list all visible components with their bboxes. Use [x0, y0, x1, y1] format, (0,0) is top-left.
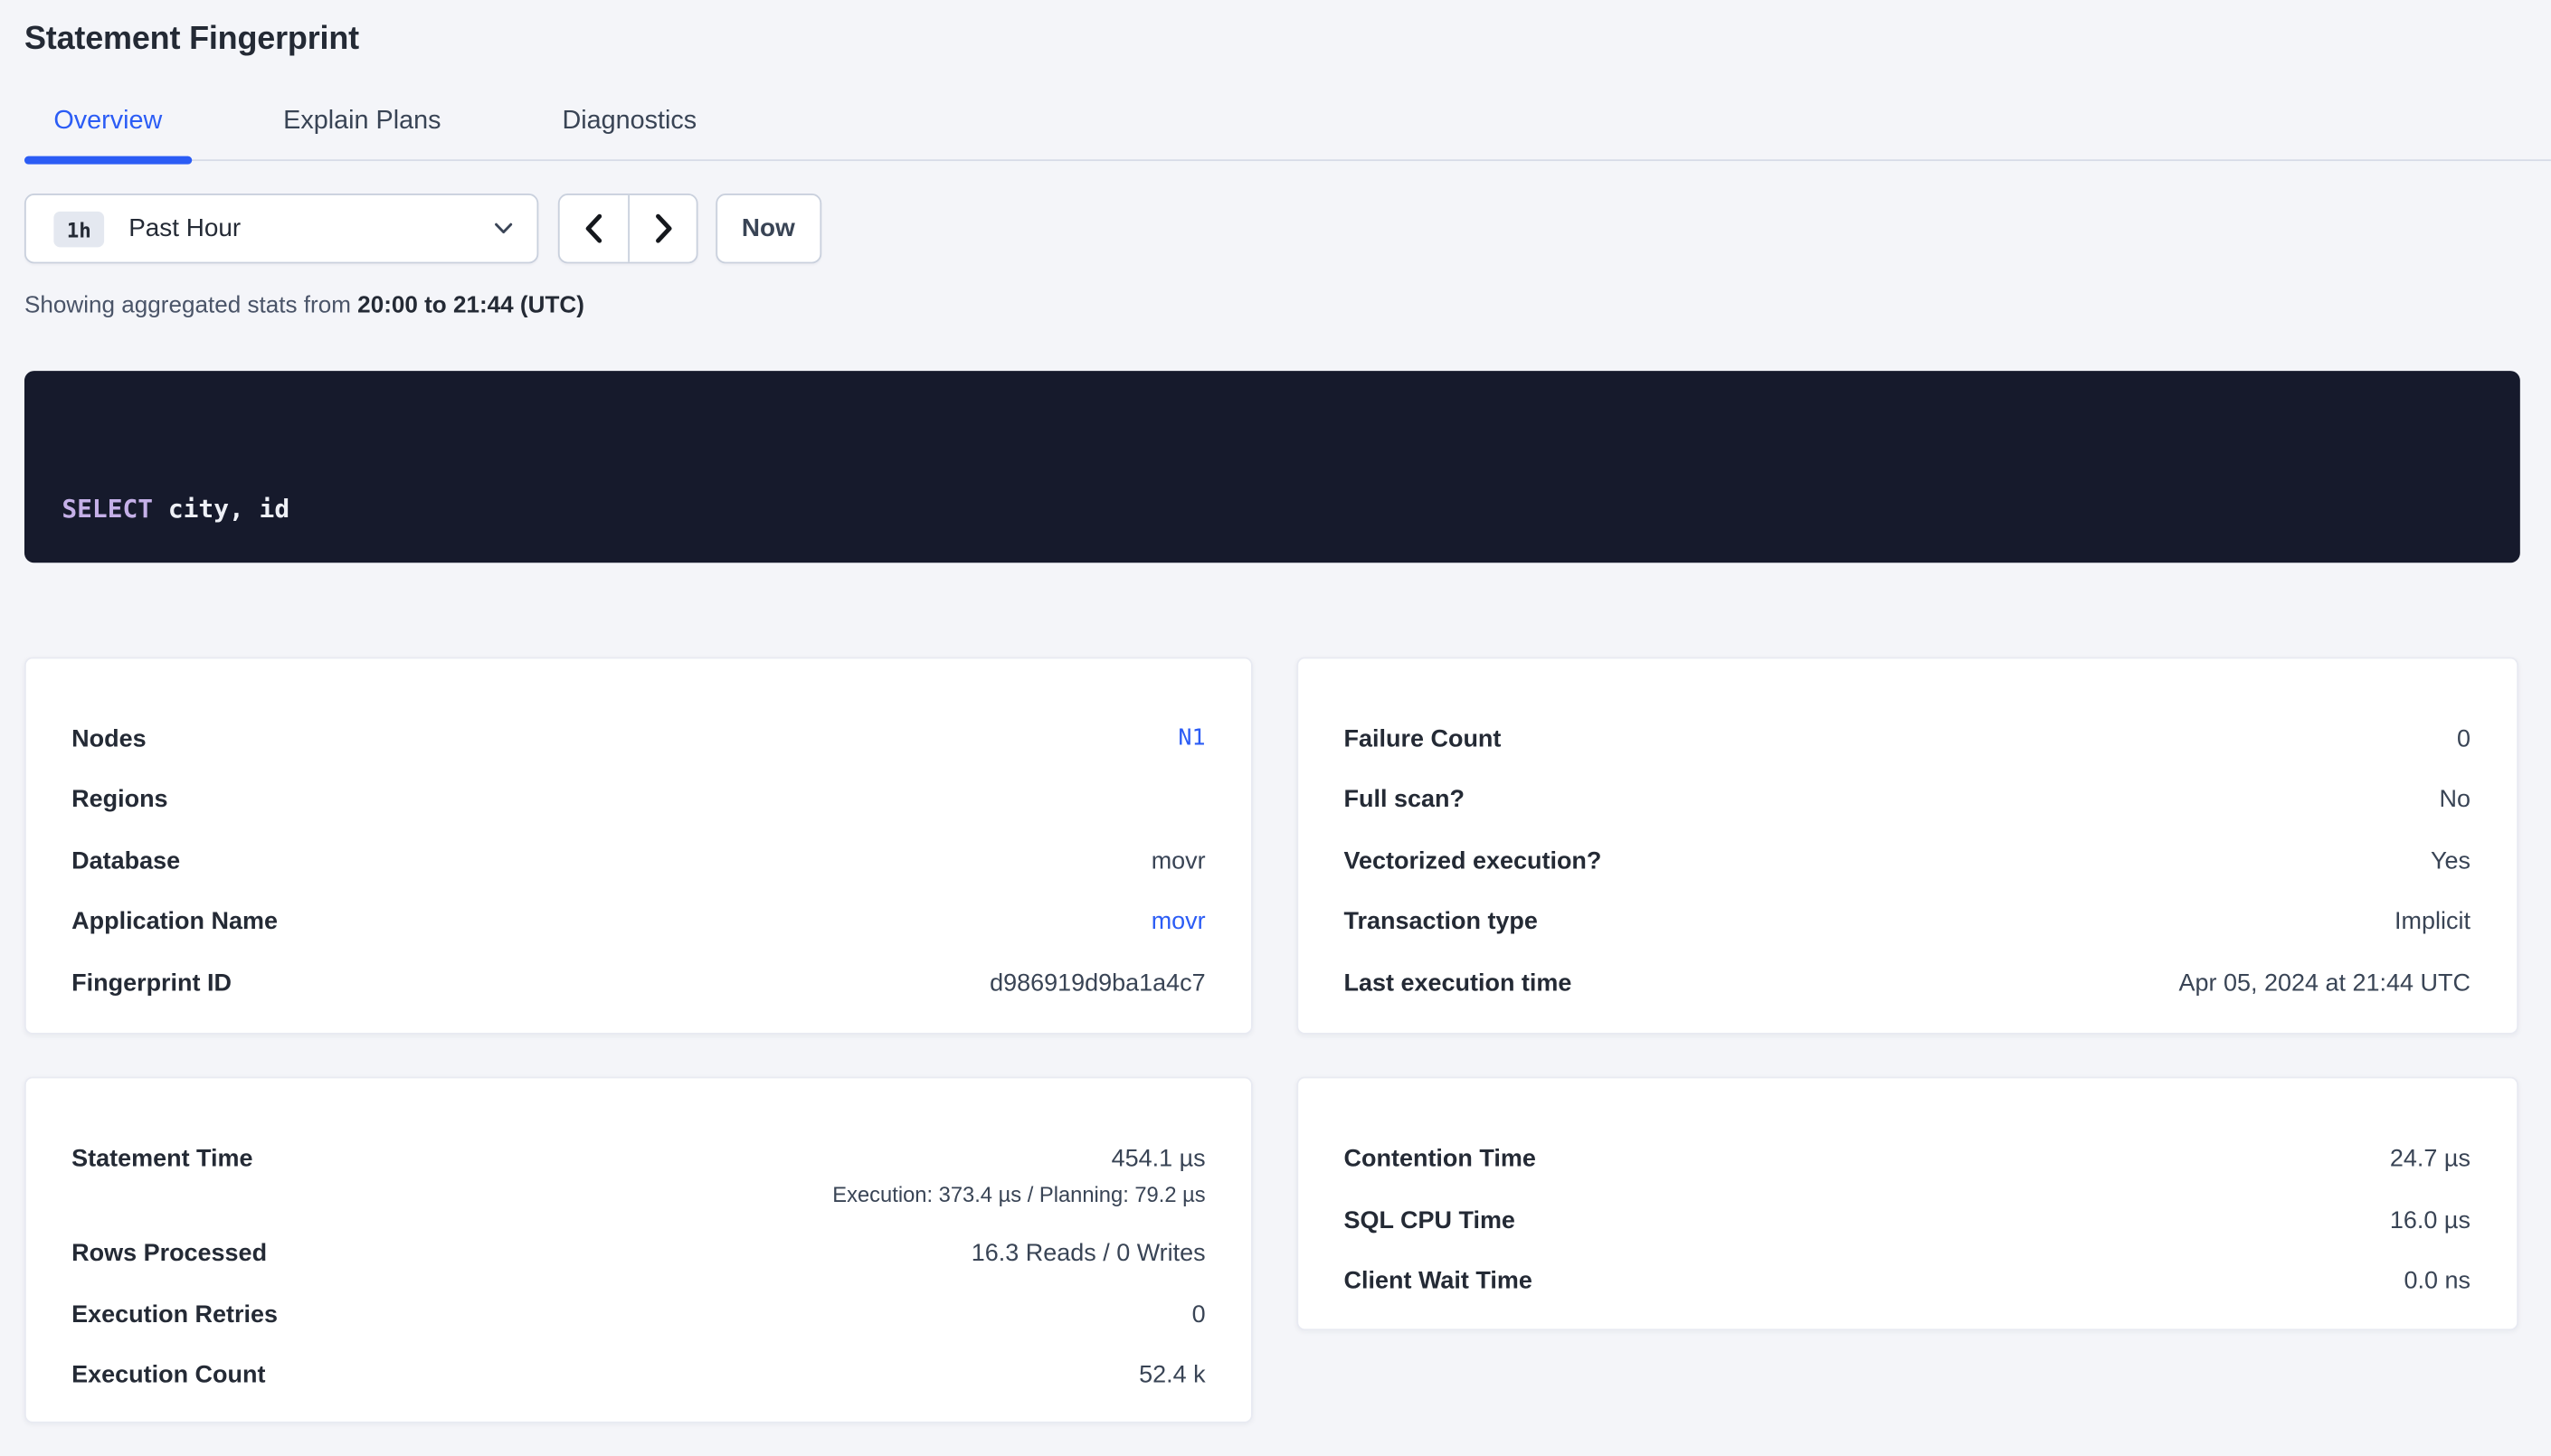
aggregated-stats-line: Showing aggregated stats from 20:00 to 2…	[24, 289, 2551, 322]
timing-row-contention-time: Contention Time 24.7 µs	[1343, 1145, 2470, 1173]
execution-attributes-card: Failure Count 0 Full scan? No Vectorized…	[1296, 656, 2518, 1035]
previous-time-window-button[interactable]	[560, 195, 629, 262]
detail-row-application-name: Application Name movr	[71, 892, 1206, 952]
timing-row-statement-time: Statement Time 454.1 µs Execution: 373.4 …	[71, 1129, 1206, 1223]
time-window-arrows	[557, 194, 698, 264]
chevron-down-icon	[495, 222, 513, 234]
now-button[interactable]: Now	[716, 194, 821, 264]
detail-row-full-scan: Full scan? No	[1343, 785, 2470, 814]
statement-fingerprint-page: Statement Fingerprint Overview Explain P…	[0, 16, 2551, 1456]
aggregated-stats-range: 20:00 to 21:44 (UTC)	[357, 292, 584, 319]
timing-row-rows-processed: Rows Processed 16.3 Reads / 0 Writes	[71, 1239, 1206, 1268]
statement-time-breakdown: Execution: 373.4 µs / Planning: 79.2 µs	[832, 1182, 1206, 1207]
summary-cards-grid: Nodes N1 Regions Database movr Applicati…	[24, 656, 2518, 1423]
time-range-label: Past Hour	[128, 213, 242, 242]
time-toolbar: 1h Past Hour Now	[24, 194, 2551, 264]
tab-explain-plans[interactable]: Explain Plans	[283, 107, 441, 136]
detail-row-nodes: Nodes N1	[71, 708, 1206, 769]
sql-line: SELECT city, id	[62, 495, 290, 525]
timing-row-client-wait-time: Client Wait Time 0.0 ns	[1343, 1267, 2470, 1295]
tab-diagnostics[interactable]: Diagnostics	[562, 107, 697, 136]
statement-timing-card: Statement Time 454.1 µs Execution: 373.4 …	[24, 1076, 1253, 1423]
time-range-select[interactable]: 1h Past Hour	[24, 194, 539, 264]
timing-row-sql-cpu-time: SQL CPU Time 16.0 µs	[1343, 1205, 2470, 1234]
tab-bar: Overview Explain Plans Diagnostics	[24, 104, 2551, 164]
timing-row-execution-retries: Execution Retries 0	[71, 1300, 1206, 1328]
detail-row-regions: Regions	[71, 785, 168, 814]
wait-timing-card: Contention Time 24.7 µs SQL CPU Time 16.…	[1296, 1076, 2518, 1330]
chevron-left-icon	[584, 213, 604, 244]
time-range-badge: 1h	[53, 210, 105, 247]
sql-statement-box: SELECT city, id FROM vehicles WHERE city…	[24, 371, 2520, 563]
statement-details-card: Nodes N1 Regions Database movr Applicati…	[24, 656, 1253, 1035]
tab-overview[interactable]: Overview	[24, 104, 192, 164]
aggregated-stats-prefix: Showing aggregated stats from	[24, 292, 358, 319]
node-link[interactable]: N1	[1178, 724, 1206, 752]
detail-row-last-execution-time: Last execution time Apr 05, 2024 at 21:4…	[1343, 969, 2470, 997]
detail-row-fingerprint-id: Fingerprint ID d986919d9ba1a4c7	[71, 969, 1206, 997]
detail-row-database: Database movr	[71, 846, 1206, 875]
chevron-right-icon	[653, 213, 673, 244]
detail-row-transaction-type: Transaction type Implicit	[1343, 907, 2470, 936]
application-name-link[interactable]: movr	[1151, 907, 1206, 936]
timing-row-execution-count: Execution Count 52.4 k	[71, 1361, 1206, 1389]
detail-row-failure-count: Failure Count 0	[1343, 724, 2470, 752]
next-time-window-button[interactable]	[628, 194, 697, 262]
page-title: Statement Fingerprint	[24, 21, 359, 57]
sql-keyword: SELECT	[62, 495, 154, 525]
detail-row-vectorized: Vectorized execution? Yes	[1343, 846, 2470, 875]
